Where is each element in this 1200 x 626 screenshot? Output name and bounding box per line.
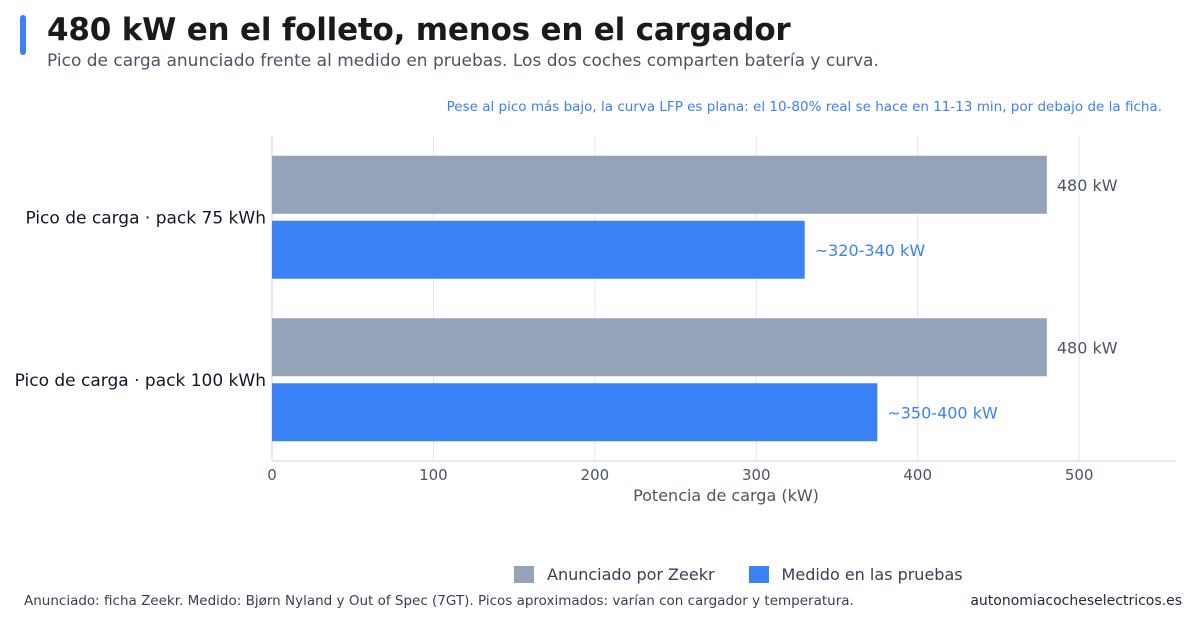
site-credit: autonomiacocheselectricos.es — [970, 593, 1182, 609]
category-label-1: Pico de carga · pack 100 kWh — [15, 371, 266, 391]
x-tick-label-4: 400 — [903, 466, 932, 484]
title-accent-bar — [20, 15, 26, 55]
legend-label-measured: Medido en las pruebas — [781, 565, 963, 584]
bar-1-1 — [272, 383, 878, 442]
x-axis-title: Potencia de carga (kW) — [633, 486, 819, 505]
category-label-0: Pico de carga · pack 75 kWh — [25, 208, 266, 228]
legend-label-advertised: Anunciado por Zeekr — [547, 565, 715, 584]
legend: Anunciado por Zeekr Medido en las prueba… — [514, 565, 997, 584]
bar-0-0 — [272, 155, 1047, 214]
bar-value-label-0-1: ~320-340 kW — [815, 241, 926, 260]
x-tick-label-5: 500 — [1065, 466, 1094, 484]
x-tick-label-3: 300 — [742, 466, 771, 484]
source-note: Anunciado: ficha Zeekr. Medido: Bjørn Ny… — [24, 593, 854, 609]
chart-subtitle: Pico de carga anunciado frente al medido… — [47, 51, 879, 71]
legend-swatch-measured — [748, 566, 769, 583]
x-tick-label-0: 0 — [267, 466, 277, 484]
legend-item-measured: Medido en las pruebas — [748, 565, 963, 584]
chart-annotation: Pese al pico más bajo, la curva LFP es p… — [446, 99, 1162, 115]
bar-0-1 — [272, 220, 805, 279]
chart-title: 480 kW en el folleto, menos en el cargad… — [47, 12, 791, 48]
bar-value-label-0-0: 480 kW — [1057, 176, 1118, 195]
x-tick-label-1: 100 — [419, 466, 448, 484]
x-tick-label-2: 200 — [581, 466, 610, 484]
bar-1-0 — [272, 318, 1047, 377]
legend-item-advertised: Anunciado por Zeekr — [514, 565, 715, 584]
legend-swatch-advertised — [514, 566, 534, 583]
bar-value-label-1-0: 480 kW — [1057, 338, 1118, 357]
bar-value-label-1-1: ~350-400 kW — [887, 403, 998, 422]
